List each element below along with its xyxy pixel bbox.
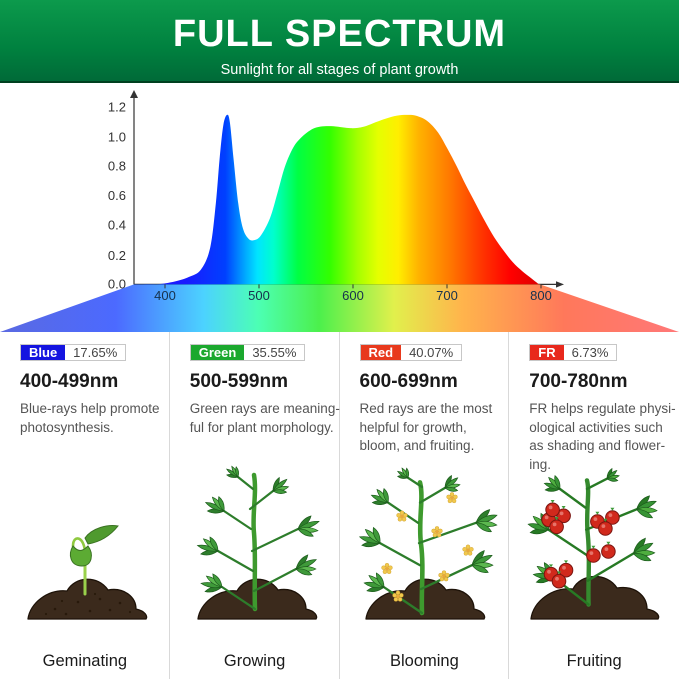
svg-text:800: 800 xyxy=(530,288,552,303)
svg-text:500: 500 xyxy=(248,288,270,303)
svg-text:400: 400 xyxy=(154,288,176,303)
svg-text:600: 600 xyxy=(342,288,364,303)
svg-text:700: 700 xyxy=(436,288,458,303)
